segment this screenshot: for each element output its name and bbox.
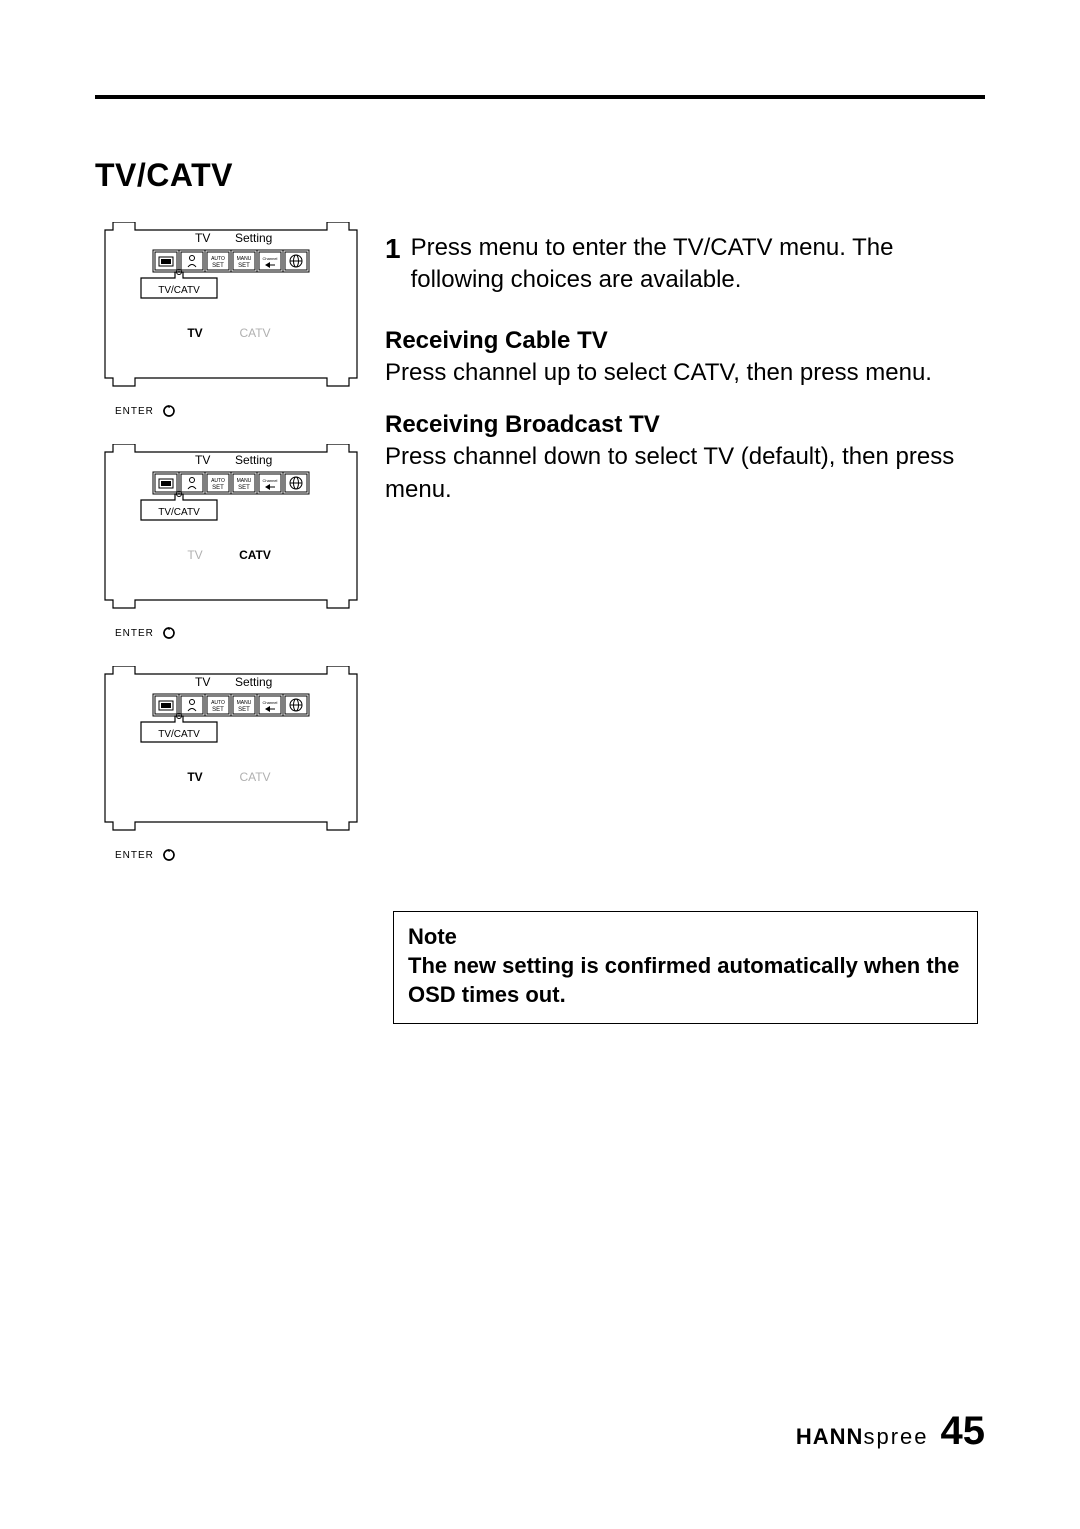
enter-icon [164, 405, 174, 416]
enter-label: ENTER [115, 850, 154, 861]
osd-title-right: Setting [235, 453, 272, 467]
osd-figure: TV Setting AUTO SET MANU SET [95, 222, 365, 422]
svg-text:SET: SET [238, 485, 250, 491]
person-icon [179, 472, 205, 494]
option-tv: TV [187, 548, 202, 562]
osd-figure: TV Setting AUTO SET MANU SET [95, 666, 365, 866]
cable-body: Press channel up to select CATV, then pr… [385, 357, 985, 389]
top-rule [95, 95, 985, 99]
manuset-icon: MANU SET [231, 250, 257, 272]
broadcast-body: Press channel down to select TV (default… [385, 441, 985, 506]
osd-title-right: Setting [235, 675, 272, 689]
svg-text:AUTO: AUTO [211, 700, 225, 706]
osd-title-left: TV [195, 231, 210, 245]
cable-title: Receiving Cable TV [385, 327, 985, 355]
option-catv: CATV [239, 326, 270, 340]
enter-label: ENTER [115, 406, 154, 417]
svg-text:SET: SET [238, 263, 250, 269]
step-body: Press menu to enter the TV/CATV menu. Th… [411, 232, 985, 297]
tv-icon [153, 694, 179, 716]
osd-outline [105, 666, 357, 830]
globe-icon [283, 694, 309, 716]
svg-text:SET: SET [238, 707, 250, 713]
brand-hann: HANN [796, 1424, 864, 1449]
enter-icon [164, 627, 174, 638]
menu-label: TV/CATV [158, 729, 200, 740]
globe-icon [283, 250, 309, 272]
channel-icon: Channel [257, 250, 283, 272]
broadcast-block: Receiving Broadcast TV Press channel dow… [385, 411, 985, 506]
enter-icon [164, 849, 174, 860]
svg-text:MANU: MANU [237, 256, 252, 262]
svg-text:MANU: MANU [237, 478, 252, 484]
step-1: 1 Press menu to enter the TV/CATV menu. … [385, 232, 985, 297]
globe-icon [283, 472, 309, 494]
person-icon [179, 694, 205, 716]
channel-icon: Channel [257, 472, 283, 494]
content-row: TV Setting AUTO SET MANU SET [95, 222, 985, 866]
menu-label: TV/CATV [158, 507, 200, 518]
menu-label: TV/CATV [158, 285, 200, 296]
note-label: Note [408, 924, 963, 950]
osd-title-left: TV [195, 453, 210, 467]
tv-icon [153, 472, 179, 494]
section-title: TV/CATV [95, 157, 985, 194]
page-number: 45 [941, 1409, 986, 1454]
note-box: Note The new setting is confirmed automa… [393, 911, 978, 1024]
person-icon [179, 250, 205, 272]
autoset-icon: AUTO SET [205, 250, 231, 272]
svg-text:Channel: Channel [263, 478, 278, 483]
svg-text:MANU: MANU [237, 700, 252, 706]
enter-label: ENTER [115, 628, 154, 639]
broadcast-title: Receiving Broadcast TV [385, 411, 985, 439]
svg-text:SET: SET [212, 707, 224, 713]
footer: HANNspree 45 [796, 1409, 985, 1454]
brand-spree: spree [863, 1424, 928, 1449]
osd-title-right: Setting [235, 231, 272, 245]
svg-text:SET: SET [212, 485, 224, 491]
option-catv: CATV [239, 770, 270, 784]
osd-outline [105, 222, 357, 386]
manuset-icon: MANU SET [231, 694, 257, 716]
autoset-icon: AUTO SET [205, 472, 231, 494]
anchor-icon: TV/CATV [141, 714, 217, 743]
osd-title-left: TV [195, 675, 210, 689]
option-tv: TV [187, 770, 202, 784]
cable-block: Receiving Cable TV Press channel up to s… [385, 327, 985, 389]
anchor-icon: TV/CATV [141, 270, 217, 299]
svg-text:SET: SET [212, 263, 224, 269]
step-number: 1 [385, 232, 401, 297]
osd-figure: TV Setting AUTO SET MANU SET [95, 444, 365, 644]
instructions-column: 1 Press menu to enter the TV/CATV menu. … [385, 222, 985, 506]
channel-icon: Channel [257, 694, 283, 716]
autoset-icon: AUTO SET [205, 694, 231, 716]
svg-text:AUTO: AUTO [211, 256, 225, 262]
anchor-icon: TV/CATV [141, 492, 217, 521]
osd-figures-column: TV Setting AUTO SET MANU SET [95, 222, 365, 866]
svg-text:AUTO: AUTO [211, 478, 225, 484]
option-tv: TV [187, 326, 202, 340]
osd-outline [105, 444, 357, 608]
note-body: The new setting is confirmed automatical… [408, 952, 963, 1009]
option-catv: CATV [239, 548, 271, 562]
svg-text:Channel: Channel [263, 256, 278, 261]
manuset-icon: MANU SET [231, 472, 257, 494]
svg-text:Channel: Channel [263, 700, 278, 705]
tv-icon [153, 250, 179, 272]
